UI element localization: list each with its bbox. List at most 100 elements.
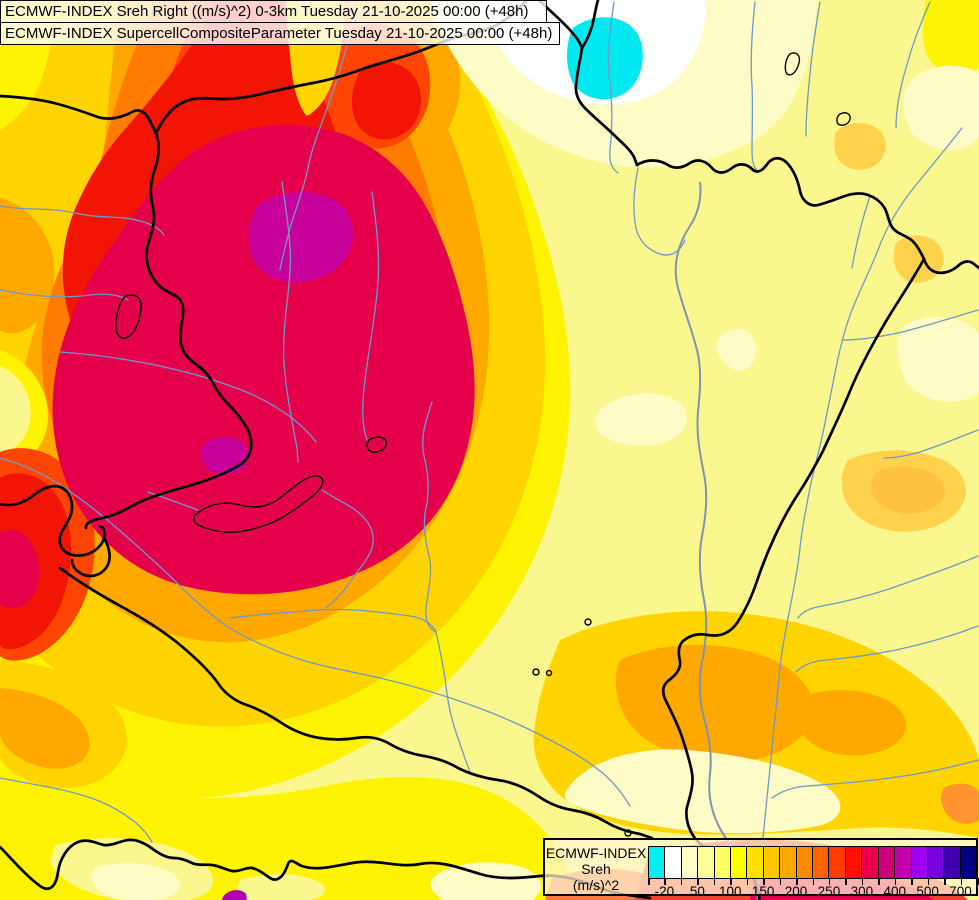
river bbox=[147, 491, 199, 511]
legend-tick bbox=[927, 878, 930, 885]
border-line bbox=[574, 46, 639, 167]
lake-velence bbox=[366, 436, 388, 453]
legend-color-cell bbox=[697, 846, 715, 879]
legend-color-cell bbox=[746, 846, 764, 879]
lake-balaton bbox=[193, 475, 324, 533]
river bbox=[805, 1, 821, 137]
legend-color-cell bbox=[664, 846, 682, 879]
river bbox=[229, 608, 437, 633]
river bbox=[795, 625, 979, 673]
legend-tick bbox=[960, 878, 963, 885]
river bbox=[225, 625, 631, 807]
danube-river bbox=[674, 181, 738, 852]
border-line bbox=[70, 536, 111, 578]
legend-tick bbox=[812, 878, 814, 885]
lake-tiny bbox=[532, 668, 540, 676]
legend-tick bbox=[763, 878, 765, 885]
legend-tick bbox=[894, 878, 897, 885]
legend-tick-value: -20 bbox=[654, 884, 675, 899]
legend-units-label: (m/s)^2 bbox=[572, 877, 620, 893]
lakes bbox=[115, 52, 851, 837]
legend-tick bbox=[730, 878, 732, 885]
legend-color-cell bbox=[926, 846, 945, 879]
legend-tick-value: 200 bbox=[784, 884, 808, 899]
legend-tick bbox=[828, 878, 831, 885]
legend-tick bbox=[944, 878, 946, 885]
border-line bbox=[0, 94, 158, 135]
legend-tick bbox=[648, 878, 650, 885]
river bbox=[362, 191, 380, 441]
legend-tick-value: 250 bbox=[817, 884, 841, 899]
river bbox=[883, 429, 979, 459]
river bbox=[756, 127, 963, 900]
legend-tick bbox=[911, 878, 913, 885]
title-bar-line1: ECMWF-INDEX Sreh Right ((m/s)^2) 0-3km T… bbox=[0, 0, 547, 23]
legend-tick-value: 50 bbox=[689, 884, 705, 899]
border-line bbox=[0, 484, 107, 557]
legend-color-cell bbox=[844, 846, 863, 879]
legend-color-cell bbox=[680, 846, 699, 879]
legend-color-cell bbox=[877, 846, 896, 879]
river bbox=[607, 1, 619, 174]
legend-tick bbox=[977, 878, 979, 885]
border-line bbox=[661, 257, 926, 858]
river bbox=[0, 289, 129, 301]
title-bar-line2: ECMWF-INDEX SupercellCompositeParameter … bbox=[0, 22, 560, 45]
legend-tick-value: 700 bbox=[949, 884, 972, 899]
legend-tick bbox=[878, 878, 880, 885]
river bbox=[59, 351, 317, 443]
legend-product-label: ECMWF-INDEX bbox=[545, 845, 647, 861]
river bbox=[0, 457, 227, 627]
lake-small bbox=[784, 52, 801, 76]
river bbox=[797, 555, 979, 619]
legend-color-cell bbox=[779, 846, 797, 879]
legend-color-cell bbox=[910, 846, 928, 879]
border-line bbox=[0, 838, 652, 900]
legend-parameter-label: Sreh bbox=[581, 861, 611, 877]
river bbox=[281, 181, 299, 463]
lake-tiny bbox=[584, 618, 592, 626]
legend-color-cell bbox=[762, 846, 781, 879]
legend-tick-value: 100 bbox=[718, 884, 742, 899]
legend-tick bbox=[713, 878, 716, 885]
lake-tiny bbox=[545, 669, 553, 677]
legend-color-cell bbox=[828, 846, 846, 879]
river bbox=[422, 401, 471, 773]
legend-colorbar-values: -20 50 100 150 200 250 300 400 500 700 bbox=[648, 884, 977, 899]
border-line bbox=[537, 0, 584, 50]
lake-small bbox=[836, 112, 851, 126]
river bbox=[771, 759, 979, 799]
river bbox=[851, 195, 871, 269]
river bbox=[841, 309, 979, 341]
legend-tick bbox=[845, 878, 847, 885]
legend-tick bbox=[861, 878, 864, 885]
legend-tick-value: 150 bbox=[751, 884, 775, 899]
legend-color-cell bbox=[894, 846, 912, 879]
legend-color-cell bbox=[730, 846, 748, 879]
lake-tiny bbox=[624, 829, 632, 837]
legend-tick-value: 500 bbox=[916, 884, 939, 899]
border-line bbox=[580, 0, 600, 50]
legend-tick bbox=[697, 878, 699, 885]
legend-color-cell bbox=[959, 846, 978, 879]
legend-tick bbox=[664, 878, 666, 885]
legend-tick bbox=[779, 878, 782, 885]
legend-box: ECMWF-INDEX Sreh (m/s)^2 -20 50 100 150 200 2… bbox=[543, 838, 979, 899]
legend-color-cell bbox=[713, 846, 732, 879]
river bbox=[750, 1, 759, 173]
legend-tick bbox=[796, 878, 798, 885]
river bbox=[0, 777, 153, 843]
river bbox=[279, 1, 357, 271]
legend-colorbar bbox=[648, 846, 978, 879]
legend-colorbar-ticks bbox=[648, 878, 979, 885]
legend-color-cell bbox=[861, 846, 879, 879]
legend-tick-value: 400 bbox=[883, 884, 907, 899]
river bbox=[633, 167, 686, 256]
lake-ferto bbox=[115, 294, 142, 339]
legend-tick bbox=[746, 878, 749, 885]
border-line bbox=[58, 566, 654, 840]
